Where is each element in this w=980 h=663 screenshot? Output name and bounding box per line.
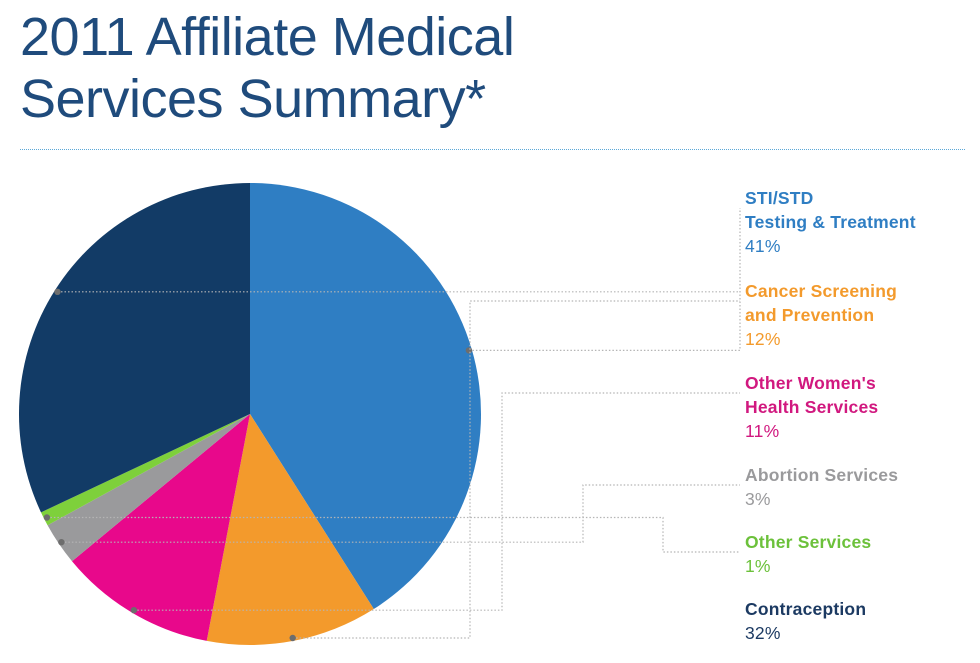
label-value: 3%: [745, 489, 771, 509]
label-name: Abortion Services: [745, 465, 899, 485]
pie-slice-1: [206, 414, 374, 646]
pie-slice-4: [40, 414, 251, 526]
label-name: STI/STD Testing & Treatment: [745, 188, 916, 232]
leader-line-4: [46, 516, 740, 553]
label-cancer-screening: Cancer Screening and Prevention 12%: [745, 279, 897, 351]
pie-slice-5: [18, 183, 250, 513]
label-other-services: Other Services 1%: [745, 530, 871, 578]
label-name: Cancer Screening and Prevention: [745, 281, 898, 325]
leader-line-3: [61, 484, 740, 543]
leader-dot-3: [58, 539, 65, 546]
leader-dot-1: [289, 634, 296, 642]
leader-dot-4: [43, 514, 51, 521]
label-name: Contraception: [745, 599, 867, 619]
label-sti-std: STI/STD Testing & Treatment 41%: [745, 186, 916, 258]
label-value: 1%: [745, 556, 771, 576]
label-abortion-services: Abortion Services 3%: [745, 463, 898, 511]
pie-slice-0: [250, 183, 482, 610]
label-value: 32%: [745, 623, 781, 643]
chart-title: 2011 Affiliate Medical Services Summary*: [20, 6, 515, 130]
label-name: Other Women's Health Services: [745, 373, 879, 417]
label-value: 12%: [745, 329, 781, 349]
label-value: 41%: [745, 236, 781, 256]
label-other-womens-health: Other Women's Health Services 11%: [745, 371, 878, 443]
leader-dot-0: [465, 347, 473, 354]
title-divider: [20, 149, 965, 150]
leader-line-0: [468, 208, 741, 351]
chart-title-line1: 2011 Affiliate Medical: [20, 7, 515, 67]
pie-slice-3: [47, 414, 250, 562]
label-name: Other Services: [745, 532, 872, 552]
leader-dot-5: [54, 288, 61, 295]
leader-line-1: [292, 300, 740, 639]
label-contraception: Contraception 32%: [745, 597, 866, 645]
leader-line-2: [133, 392, 740, 611]
pie-slice-2: [72, 414, 250, 641]
leader-dot-2: [130, 607, 138, 614]
chart-title-line2: Services Summary*: [20, 69, 486, 129]
label-value: 11%: [745, 421, 780, 441]
